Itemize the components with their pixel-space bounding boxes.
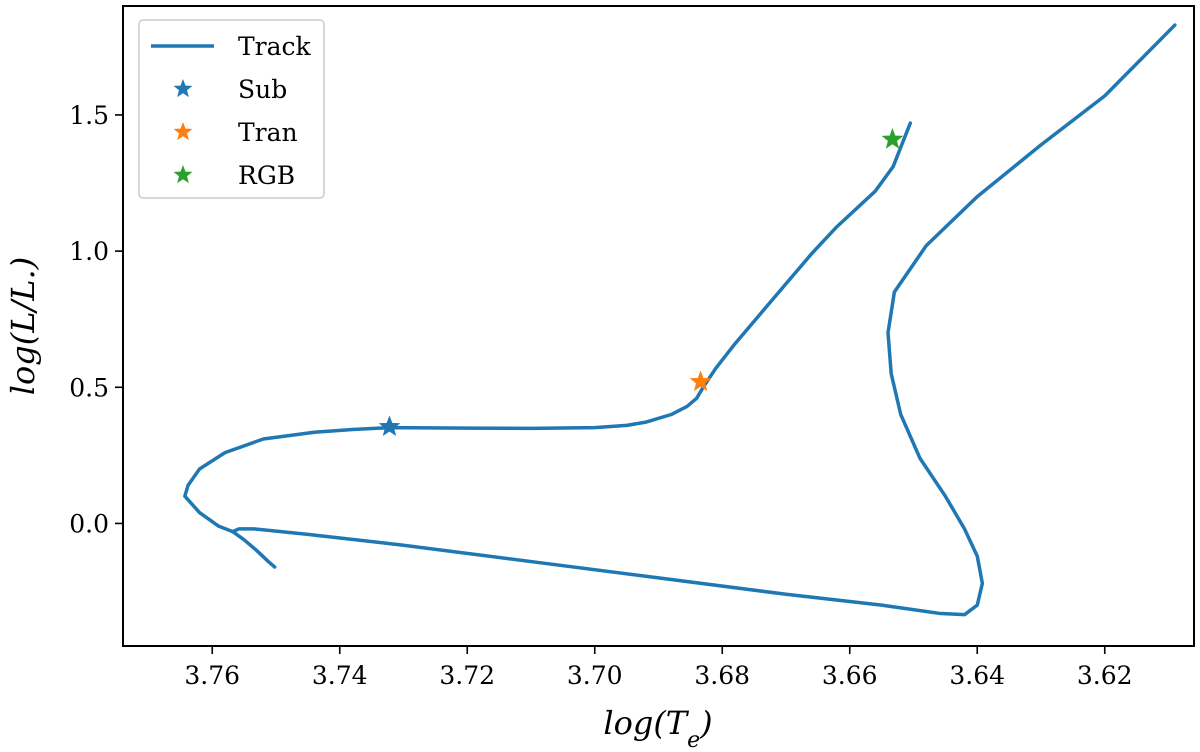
legend-box — [138, 19, 325, 199]
x-tick-label: 3.68 — [694, 661, 750, 690]
legend-swatch-rgb — [173, 165, 193, 184]
legend-swatch-tran — [173, 122, 193, 141]
y-tick-label: 1.0 — [69, 237, 109, 266]
marker-layer — [378, 128, 904, 437]
legend-label-track: Track — [238, 32, 312, 61]
marker-tran — [689, 370, 712, 392]
x-tick-label: 3.72 — [439, 661, 495, 690]
plot-frame — [122, 5, 1195, 647]
marker-rgb — [881, 128, 904, 149]
x-tick-label: 3.70 — [567, 661, 623, 690]
x-axis-label: log(Te) — [603, 704, 712, 752]
y-tick-label: 0.0 — [69, 509, 109, 538]
x-tick-label: 3.64 — [949, 661, 1005, 690]
y-axis-ticks: 0.0 0.5 1.0 1.5 — [69, 101, 123, 538]
marker-sub — [378, 415, 401, 437]
legend-label-rgb: RGB — [238, 161, 295, 190]
y-tick-label: 1.5 — [69, 101, 109, 130]
y-tick-label: 0.5 — [69, 373, 109, 402]
x-tick-label: 3.66 — [822, 661, 878, 690]
track-layer — [183, 23, 1177, 617]
legend-swatch-sub — [173, 79, 193, 98]
legend-label-sub: Sub — [238, 75, 287, 104]
x-tick-label: 3.74 — [312, 661, 368, 690]
x-tick-label: 3.76 — [184, 661, 240, 690]
legend-label-tran: Tran — [238, 118, 298, 147]
y-axis-label: log(L/L.) — [4, 257, 42, 395]
x-tick-label: 3.62 — [1077, 661, 1133, 690]
legend: Track Sub Tran RGB — [138, 19, 325, 199]
track-line-1 — [183, 121, 913, 534]
track-line-0 — [230, 23, 1177, 617]
x-axis-ticks: 3.76 3.74 3.72 3.70 3.68 3.66 3.64 3.62 — [184, 646, 1133, 690]
